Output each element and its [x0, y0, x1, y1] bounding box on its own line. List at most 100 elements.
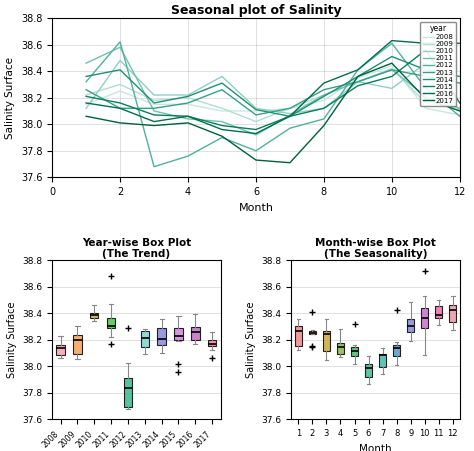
- 2012: [389, 41, 395, 46]
- 2015: [83, 94, 89, 99]
- 2012: [287, 125, 293, 131]
- PathPatch shape: [157, 328, 166, 345]
- 2008: [253, 108, 259, 114]
- Line: 2008: 2008: [86, 66, 460, 115]
- 2010: [457, 108, 463, 114]
- 2008: [355, 75, 361, 80]
- 2016: [355, 67, 361, 73]
- 2013: [219, 87, 225, 92]
- 2017: [321, 123, 327, 128]
- 2009: [151, 97, 157, 103]
- 2008: [185, 101, 191, 107]
- 2017: [389, 60, 395, 66]
- 2017: [151, 123, 157, 128]
- 2013: [117, 106, 123, 111]
- 2008: [219, 108, 225, 114]
- PathPatch shape: [393, 345, 400, 356]
- 2014: [83, 74, 89, 79]
- Y-axis label: Salinity Surface: Salinity Surface: [246, 302, 256, 378]
- PathPatch shape: [407, 319, 414, 332]
- 2012: [219, 135, 225, 140]
- 2009: [83, 92, 89, 98]
- PathPatch shape: [208, 340, 216, 346]
- 2010: [83, 106, 89, 111]
- PathPatch shape: [90, 313, 99, 318]
- 2016: [185, 114, 191, 119]
- 2013: [151, 106, 157, 111]
- 2016: [287, 114, 293, 119]
- 2014: [287, 114, 293, 119]
- 2011: [185, 116, 191, 122]
- Line: 2013: 2013: [86, 70, 460, 115]
- 2017: [117, 120, 123, 126]
- 2008: [117, 88, 123, 94]
- 2008: [423, 106, 428, 111]
- 2015: [321, 106, 327, 111]
- 2008: [389, 63, 395, 69]
- PathPatch shape: [379, 354, 386, 367]
- X-axis label: Month: Month: [359, 444, 392, 451]
- 2009: [253, 119, 259, 124]
- 2012: [253, 148, 259, 153]
- 2011: [287, 112, 293, 118]
- Line: 2014: 2014: [86, 56, 460, 116]
- 2016: [321, 80, 327, 86]
- 2010: [287, 111, 293, 116]
- 2010: [185, 92, 191, 98]
- X-axis label: Month: Month: [238, 202, 273, 212]
- 2012: [457, 114, 463, 119]
- 2013: [185, 100, 191, 106]
- 2009: [117, 82, 123, 87]
- 2016: [389, 38, 395, 43]
- 2011: [457, 106, 463, 111]
- 2017: [457, 108, 463, 114]
- PathPatch shape: [449, 305, 456, 322]
- 2012: [185, 153, 191, 159]
- 2015: [389, 74, 395, 79]
- PathPatch shape: [191, 327, 200, 340]
- PathPatch shape: [73, 335, 82, 354]
- Title: Month-wise Box Plot
(The Seasonality): Month-wise Box Plot (The Seasonality): [315, 238, 436, 259]
- 2013: [389, 67, 395, 73]
- 2016: [253, 131, 259, 136]
- Y-axis label: Salinity Surface: Salinity Surface: [7, 302, 17, 378]
- 2009: [287, 106, 293, 111]
- 2009: [355, 79, 361, 84]
- 2016: [457, 41, 463, 46]
- 2014: [355, 74, 361, 79]
- 2016: [83, 100, 89, 106]
- 2009: [389, 66, 395, 71]
- 2010: [321, 106, 327, 111]
- 2013: [287, 106, 293, 111]
- PathPatch shape: [141, 331, 149, 347]
- 2012: [83, 79, 89, 84]
- 2011: [423, 94, 428, 99]
- 2011: [219, 119, 225, 124]
- 2015: [253, 127, 259, 132]
- 2016: [219, 127, 225, 132]
- Line: 2017: 2017: [86, 63, 460, 163]
- PathPatch shape: [421, 308, 428, 328]
- 2015: [117, 100, 123, 106]
- 2014: [185, 94, 191, 99]
- 2013: [83, 87, 89, 92]
- Line: 2012: 2012: [86, 42, 460, 167]
- 2013: [355, 79, 361, 84]
- 2008: [287, 106, 293, 111]
- 2015: [423, 47, 428, 53]
- 2012: [423, 86, 428, 91]
- 2015: [151, 112, 157, 118]
- PathPatch shape: [56, 345, 65, 355]
- 2017: [355, 74, 361, 79]
- 2015: [355, 83, 361, 88]
- PathPatch shape: [124, 378, 132, 407]
- Line: 2010: 2010: [86, 60, 460, 114]
- 2010: [355, 79, 361, 84]
- PathPatch shape: [295, 326, 302, 346]
- 2013: [457, 80, 463, 86]
- 2015: [457, 100, 463, 106]
- 2013: [423, 74, 428, 79]
- 2016: [423, 41, 428, 46]
- 2012: [151, 164, 157, 170]
- Line: 2011: 2011: [86, 47, 460, 135]
